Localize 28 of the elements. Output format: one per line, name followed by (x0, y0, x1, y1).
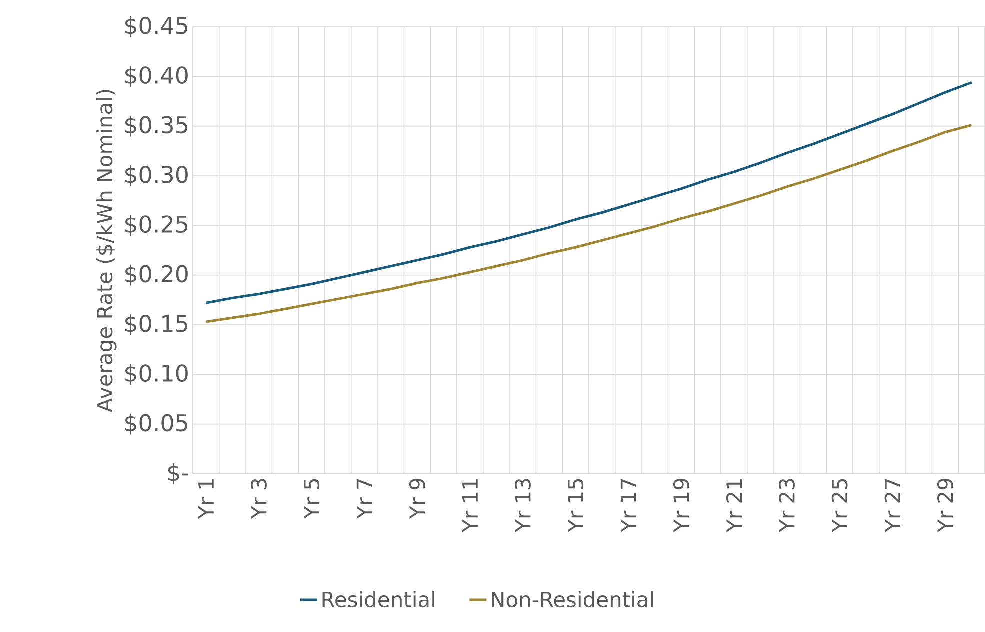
x-tick-label: Yr 9 (409, 479, 426, 520)
x-tick-label: Yr 17 (620, 479, 636, 532)
x-tick-label: Yr 7 (356, 479, 372, 520)
x-tick-label: Yr 25 (832, 479, 848, 532)
x-tick-label: Yr 29 (937, 479, 954, 532)
y-tick-label: $0.15 (126, 314, 188, 336)
y-tick-label: $0.25 (126, 215, 188, 236)
x-tick-label: Yr 1 (198, 479, 214, 520)
legend-label: Non-Residential (492, 591, 654, 608)
y-tick-label: $0.20 (126, 264, 188, 286)
y-tick-label: $0.30 (126, 166, 188, 186)
y-tick-label: $0.05 (126, 414, 188, 435)
x-tick-label: Yr 15 (568, 479, 584, 532)
x-tick-label: Yr 21 (726, 480, 742, 532)
y-tick-label: $0.45 (126, 16, 188, 38)
y-axis-title: Average Rate ($/kWh Nominal) (96, 90, 117, 413)
x-tick-label: Yr 23 (779, 479, 795, 532)
x-tick-label: Yr 3 (251, 479, 267, 520)
x-tick-label: Yr 11 (462, 480, 478, 532)
y-tick-label: $0.10 (126, 364, 188, 386)
y-tick-label: $0.35 (126, 116, 188, 137)
y-tick-label: $- (168, 464, 188, 484)
x-tick-label: Yr 27 (884, 479, 900, 532)
y-tick-label: $0.40 (126, 66, 188, 88)
legend-label: Residential (322, 591, 434, 608)
x-tick-label: Yr 5 (304, 479, 320, 520)
x-tick-label: Yr 13 (515, 479, 531, 532)
x-tick-label: Yr 19 (673, 479, 690, 532)
